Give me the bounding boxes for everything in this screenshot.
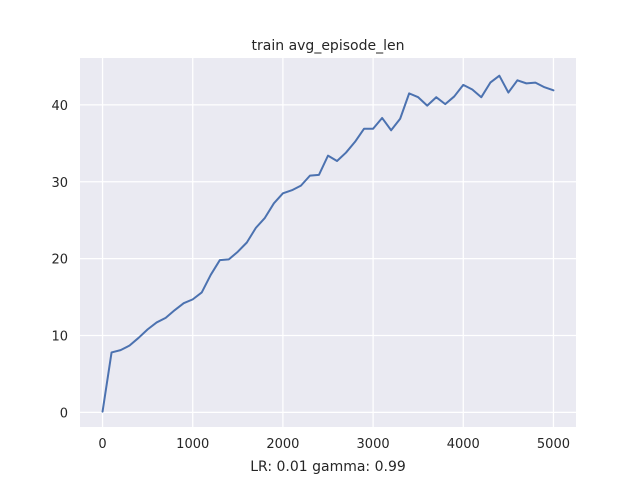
series-line — [101, 74, 555, 413]
x-tick-label: 1000 — [176, 437, 209, 452]
plot-area — [80, 58, 576, 427]
x-tick-labels: 0 1000 2000 3000 4000 5000 — [98, 437, 570, 452]
series-layer — [101, 74, 555, 413]
y-gridlines — [80, 104, 576, 414]
x-tick-label: 5000 — [537, 437, 570, 452]
y-tick-label: 0 — [60, 406, 68, 421]
chart-title: train avg_episode_len — [252, 38, 405, 54]
x-axis-label: LR: 0.01 gamma: 0.99 — [250, 459, 406, 475]
x-tick-label: 0 — [98, 437, 106, 452]
x-tick-label: 2000 — [266, 437, 299, 452]
y-tick-label: 10 — [51, 330, 68, 345]
x-tick-label: 3000 — [357, 437, 390, 452]
y-tick-labels: 0 10 20 30 40 — [51, 99, 68, 421]
x-gridlines — [101, 58, 555, 427]
y-tick-label: 30 — [51, 176, 68, 191]
x-tick-label: 4000 — [447, 437, 480, 452]
y-tick-label: 40 — [51, 99, 68, 114]
y-tick-label: 20 — [51, 253, 68, 268]
